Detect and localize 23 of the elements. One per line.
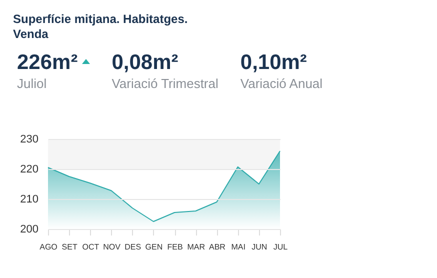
x-tick-label: NOV [103, 242, 122, 252]
text: Variació Trimestral [112, 76, 218, 92]
y-tick-label: 220 [20, 164, 38, 176]
x-tick-label: ABR [209, 242, 226, 252]
x-tick-label: JUL [273, 242, 288, 252]
text: Variació Anual [240, 76, 323, 92]
x-tick-label: MAI [231, 242, 246, 252]
x-tick-label: FEB [167, 242, 183, 252]
text: Juliol [17, 76, 48, 92]
x-tick-label: MAR [187, 242, 206, 252]
x-tick-label: OCT [82, 242, 100, 252]
y-tick-label: 230 [20, 134, 38, 146]
x-tick-label: JUN [252, 242, 268, 252]
x-tick-label: SET [62, 242, 78, 252]
text: 0,10m² [240, 51, 307, 74]
chart-title: Superfície mitjana. Habitatges. Venda [13, 12, 189, 42]
x-tick-label: DES [124, 242, 142, 252]
x-tick-label: AGO [40, 242, 58, 252]
text: 0,08m² [112, 51, 178, 74]
y-tick-label: 210 [20, 194, 38, 206]
x-tick-label: GEN [145, 242, 163, 252]
text: 226m² [17, 51, 78, 74]
y-tick-label: 200 [20, 224, 38, 236]
